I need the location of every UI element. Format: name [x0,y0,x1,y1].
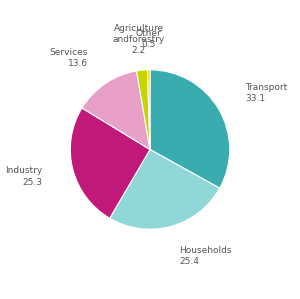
Text: Households
25.4: Households 25.4 [179,246,232,266]
Text: Industry
25.3: Industry 25.3 [5,167,43,187]
Wedge shape [148,70,150,150]
Wedge shape [82,71,150,150]
Text: Agriculture
andforestry
2.2: Agriculture andforestry 2.2 [113,24,165,55]
Text: Services
13.6: Services 13.6 [50,48,88,68]
Wedge shape [110,150,220,229]
Wedge shape [70,108,150,218]
Wedge shape [150,70,230,188]
Text: Other
0.5: Other 0.5 [135,29,161,49]
Text: Transport
33.1: Transport 33.1 [245,83,288,103]
Wedge shape [136,70,150,150]
